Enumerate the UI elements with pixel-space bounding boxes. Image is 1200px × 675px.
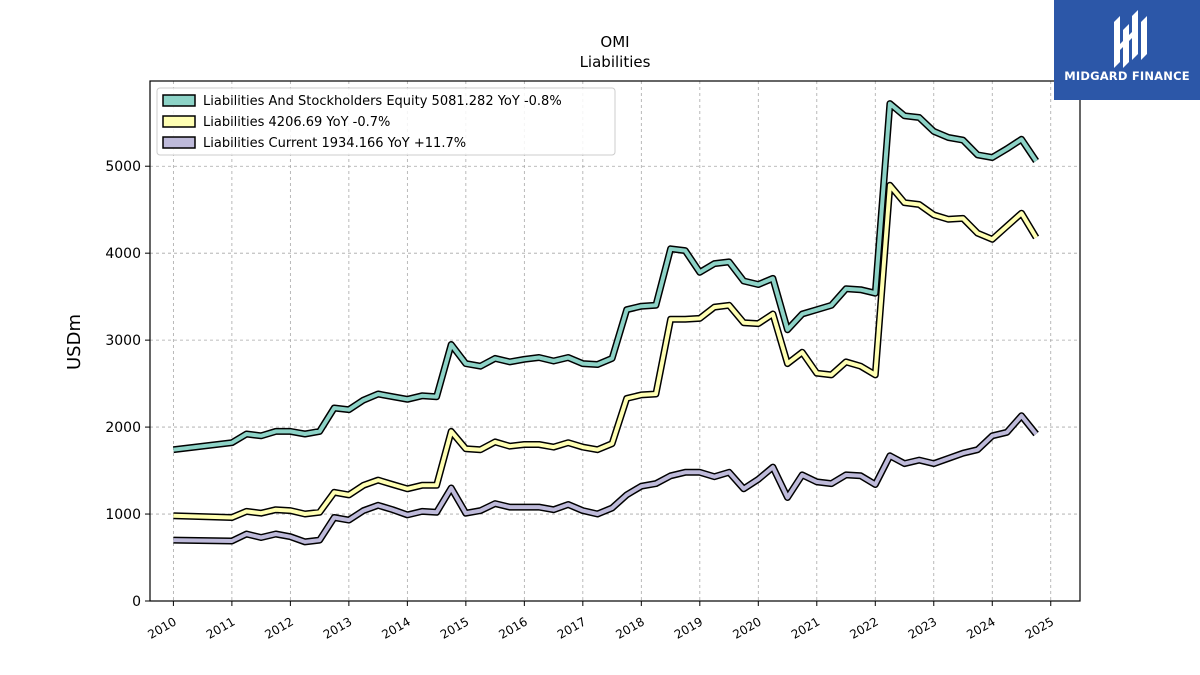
x-tick-label: 2014 [379, 614, 412, 641]
x-tick-label: 2017 [555, 614, 588, 641]
logo-text: MIDGARD FINANCE [1064, 69, 1190, 83]
legend-label-0: Liabilities And Stockholders Equity 5081… [203, 94, 562, 109]
series-line-0 [173, 101, 1038, 452]
y-tick-label: 5000 [105, 159, 141, 175]
series-layer [172, 100, 1040, 546]
x-tick-label: 2025 [1023, 614, 1056, 641]
chart-subtitle: Liabilities [580, 53, 651, 71]
x-tick-label: 2024 [964, 614, 997, 641]
midgard-finance-logo: MIDGARD FINANCE [1054, 0, 1200, 100]
x-tick-label: 2012 [262, 614, 295, 641]
series-line-2 [173, 413, 1038, 544]
legend-label-1: Liabilities 4206.69 YoY -0.7% [203, 115, 390, 130]
x-tick-label: 2023 [906, 614, 939, 641]
x-tick-label: 2020 [730, 614, 763, 641]
chart-title: OMI [600, 33, 629, 51]
legend-swatch-2 [162, 136, 196, 149]
legend-box [156, 87, 616, 156]
x-tick-label: 2016 [496, 614, 529, 641]
series-line-1 [173, 183, 1038, 520]
x-tick-label: 2022 [847, 614, 880, 641]
y-tick-label: 0 [132, 594, 141, 610]
y-tick-label: 2000 [105, 420, 141, 436]
tick-layer: 2010 2011 2012 2013 2014 2015 2016 2017 2018 2019… [105, 159, 1056, 642]
y-tick-label: 1000 [105, 507, 141, 523]
x-tick-label: 2011 [204, 614, 237, 641]
x-tick-label: 2013 [321, 614, 354, 641]
x-tick-label: 2021 [789, 614, 822, 641]
y-tick-label: 4000 [105, 246, 141, 262]
x-tick-label: 2019 [672, 614, 705, 641]
legend-swatch-0 [162, 94, 196, 107]
series-line-outline-1 [173, 181, 1040, 521]
y-axis-label: USDm [64, 314, 85, 370]
legend: Liabilities And Stockholders Equity 5081… [156, 87, 616, 156]
legend-swatch-1 [162, 115, 196, 128]
x-tick-label: 2010 [145, 614, 178, 641]
x-tick-label: 2018 [613, 614, 646, 641]
x-tick-label: 2015 [438, 614, 471, 641]
y-tick-label: 3000 [105, 333, 141, 349]
plot-frame [149, 80, 1081, 602]
series-line-outline-0 [172, 100, 1040, 454]
legend-label-2: Liabilities Current 1934.166 YoY +11.7% [203, 136, 466, 151]
logo-mark-icon [1114, 10, 1147, 68]
